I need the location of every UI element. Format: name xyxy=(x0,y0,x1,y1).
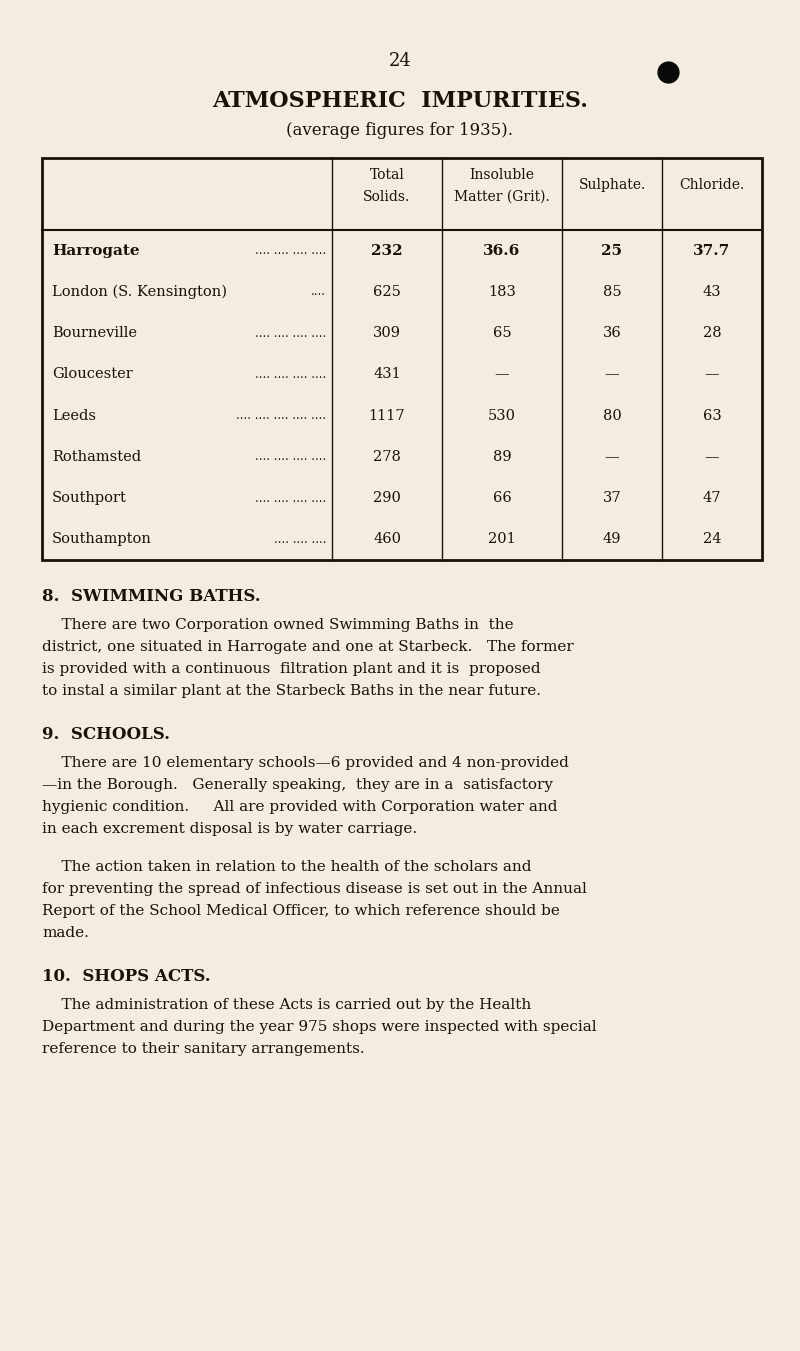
Text: 24: 24 xyxy=(389,51,411,70)
Text: 66: 66 xyxy=(493,492,511,505)
Text: 309: 309 xyxy=(373,326,401,340)
Text: Harrogate: Harrogate xyxy=(52,243,140,258)
Text: .... .... ....: .... .... .... xyxy=(274,532,326,546)
Text: 431: 431 xyxy=(373,367,401,381)
Text: 9.  SCHOOLS.: 9. SCHOOLS. xyxy=(42,725,170,743)
Text: .... .... .... .... ....: .... .... .... .... .... xyxy=(236,409,326,422)
Text: is provided with a continuous  filtration plant and it is  proposed: is provided with a continuous filtration… xyxy=(42,662,541,676)
Text: 80: 80 xyxy=(602,408,622,423)
Text: ATMOSPHERIC  IMPURITIES.: ATMOSPHERIC IMPURITIES. xyxy=(212,91,588,112)
Text: 43: 43 xyxy=(702,285,722,299)
Text: —: — xyxy=(605,367,619,381)
Text: 1117: 1117 xyxy=(369,408,406,423)
Text: hygienic condition.     All are provided with Corporation water and: hygienic condition. All are provided wit… xyxy=(42,800,558,815)
Text: 28: 28 xyxy=(702,326,722,340)
Text: There are 10 elementary schools—6 provided and 4 non-provided: There are 10 elementary schools—6 provid… xyxy=(42,757,569,770)
Text: in each excrement disposal is by water carriage.: in each excrement disposal is by water c… xyxy=(42,821,417,836)
Text: —in the Borough.   Generally speaking,  they are in a  satisfactory: —in the Borough. Generally speaking, the… xyxy=(42,778,553,792)
Text: 47: 47 xyxy=(702,492,722,505)
Text: 65: 65 xyxy=(493,326,511,340)
Text: reference to their sanitary arrangements.: reference to their sanitary arrangements… xyxy=(42,1042,365,1056)
Text: 49: 49 xyxy=(602,532,622,546)
Text: Rothamsted: Rothamsted xyxy=(52,450,141,463)
Text: 201: 201 xyxy=(488,532,516,546)
Text: Southampton: Southampton xyxy=(52,532,152,546)
Text: 24: 24 xyxy=(702,532,722,546)
Text: 89: 89 xyxy=(493,450,511,463)
Text: Leeds: Leeds xyxy=(52,408,96,423)
Text: The administration of these Acts is carried out by the Health: The administration of these Acts is carr… xyxy=(42,998,531,1012)
Text: Solids.: Solids. xyxy=(363,190,410,204)
Text: Matter (Grit).: Matter (Grit). xyxy=(454,190,550,204)
Text: Southport: Southport xyxy=(52,492,127,505)
Text: 63: 63 xyxy=(702,408,722,423)
Text: 460: 460 xyxy=(373,532,401,546)
Text: 183: 183 xyxy=(488,285,516,299)
Text: 36.6: 36.6 xyxy=(483,243,521,258)
Text: .... .... .... ....: .... .... .... .... xyxy=(254,492,326,505)
Text: 37: 37 xyxy=(602,492,622,505)
Text: Total: Total xyxy=(370,168,405,182)
Text: for preventing the spread of infectious disease is set out in the Annual: for preventing the spread of infectious … xyxy=(42,882,587,896)
Text: Bourneville: Bourneville xyxy=(52,326,137,340)
Text: 8.  SWIMMING BATHS.: 8. SWIMMING BATHS. xyxy=(42,588,261,605)
Text: —: — xyxy=(494,367,510,381)
Text: district, one situated in Harrogate and one at Starbeck.   The former: district, one situated in Harrogate and … xyxy=(42,640,574,654)
Text: to instal a similar plant at the Starbeck Baths in the near future.: to instal a similar plant at the Starbec… xyxy=(42,684,541,698)
Text: Department and during the year 975 shops were inspected with special: Department and during the year 975 shops… xyxy=(42,1020,597,1034)
Text: Insoluble: Insoluble xyxy=(470,168,534,182)
Text: .... .... .... ....: .... .... .... .... xyxy=(254,245,326,257)
Text: 37.7: 37.7 xyxy=(694,243,730,258)
Text: 530: 530 xyxy=(488,408,516,423)
Text: 278: 278 xyxy=(373,450,401,463)
Text: There are two Corporation owned Swimming Baths in  the: There are two Corporation owned Swimming… xyxy=(42,617,514,632)
Text: 290: 290 xyxy=(373,492,401,505)
Text: (average figures for 1935).: (average figures for 1935). xyxy=(286,122,514,139)
Text: made.: made. xyxy=(42,925,89,940)
Text: Chloride.: Chloride. xyxy=(679,178,745,192)
Text: The action taken in relation to the health of the scholars and: The action taken in relation to the heal… xyxy=(42,861,531,874)
Text: 25: 25 xyxy=(602,243,622,258)
Text: Sulphate.: Sulphate. xyxy=(578,178,646,192)
Text: —: — xyxy=(605,450,619,463)
Text: .... .... .... ....: .... .... .... .... xyxy=(254,367,326,381)
Text: —: — xyxy=(705,450,719,463)
Bar xyxy=(42,158,762,561)
Text: 625: 625 xyxy=(373,285,401,299)
Text: London (S. Kensington): London (S. Kensington) xyxy=(52,285,227,299)
Text: 232: 232 xyxy=(371,243,403,258)
Text: ....: .... xyxy=(311,285,326,299)
Text: 85: 85 xyxy=(602,285,622,299)
Text: .... .... .... ....: .... .... .... .... xyxy=(254,327,326,339)
Text: Report of the School Medical Officer, to which reference should be: Report of the School Medical Officer, to… xyxy=(42,904,560,917)
Text: —: — xyxy=(705,367,719,381)
Text: 10.  SHOPS ACTS.: 10. SHOPS ACTS. xyxy=(42,969,210,985)
Text: 36: 36 xyxy=(602,326,622,340)
Text: .... .... .... ....: .... .... .... .... xyxy=(254,450,326,463)
Text: Gloucester: Gloucester xyxy=(52,367,133,381)
